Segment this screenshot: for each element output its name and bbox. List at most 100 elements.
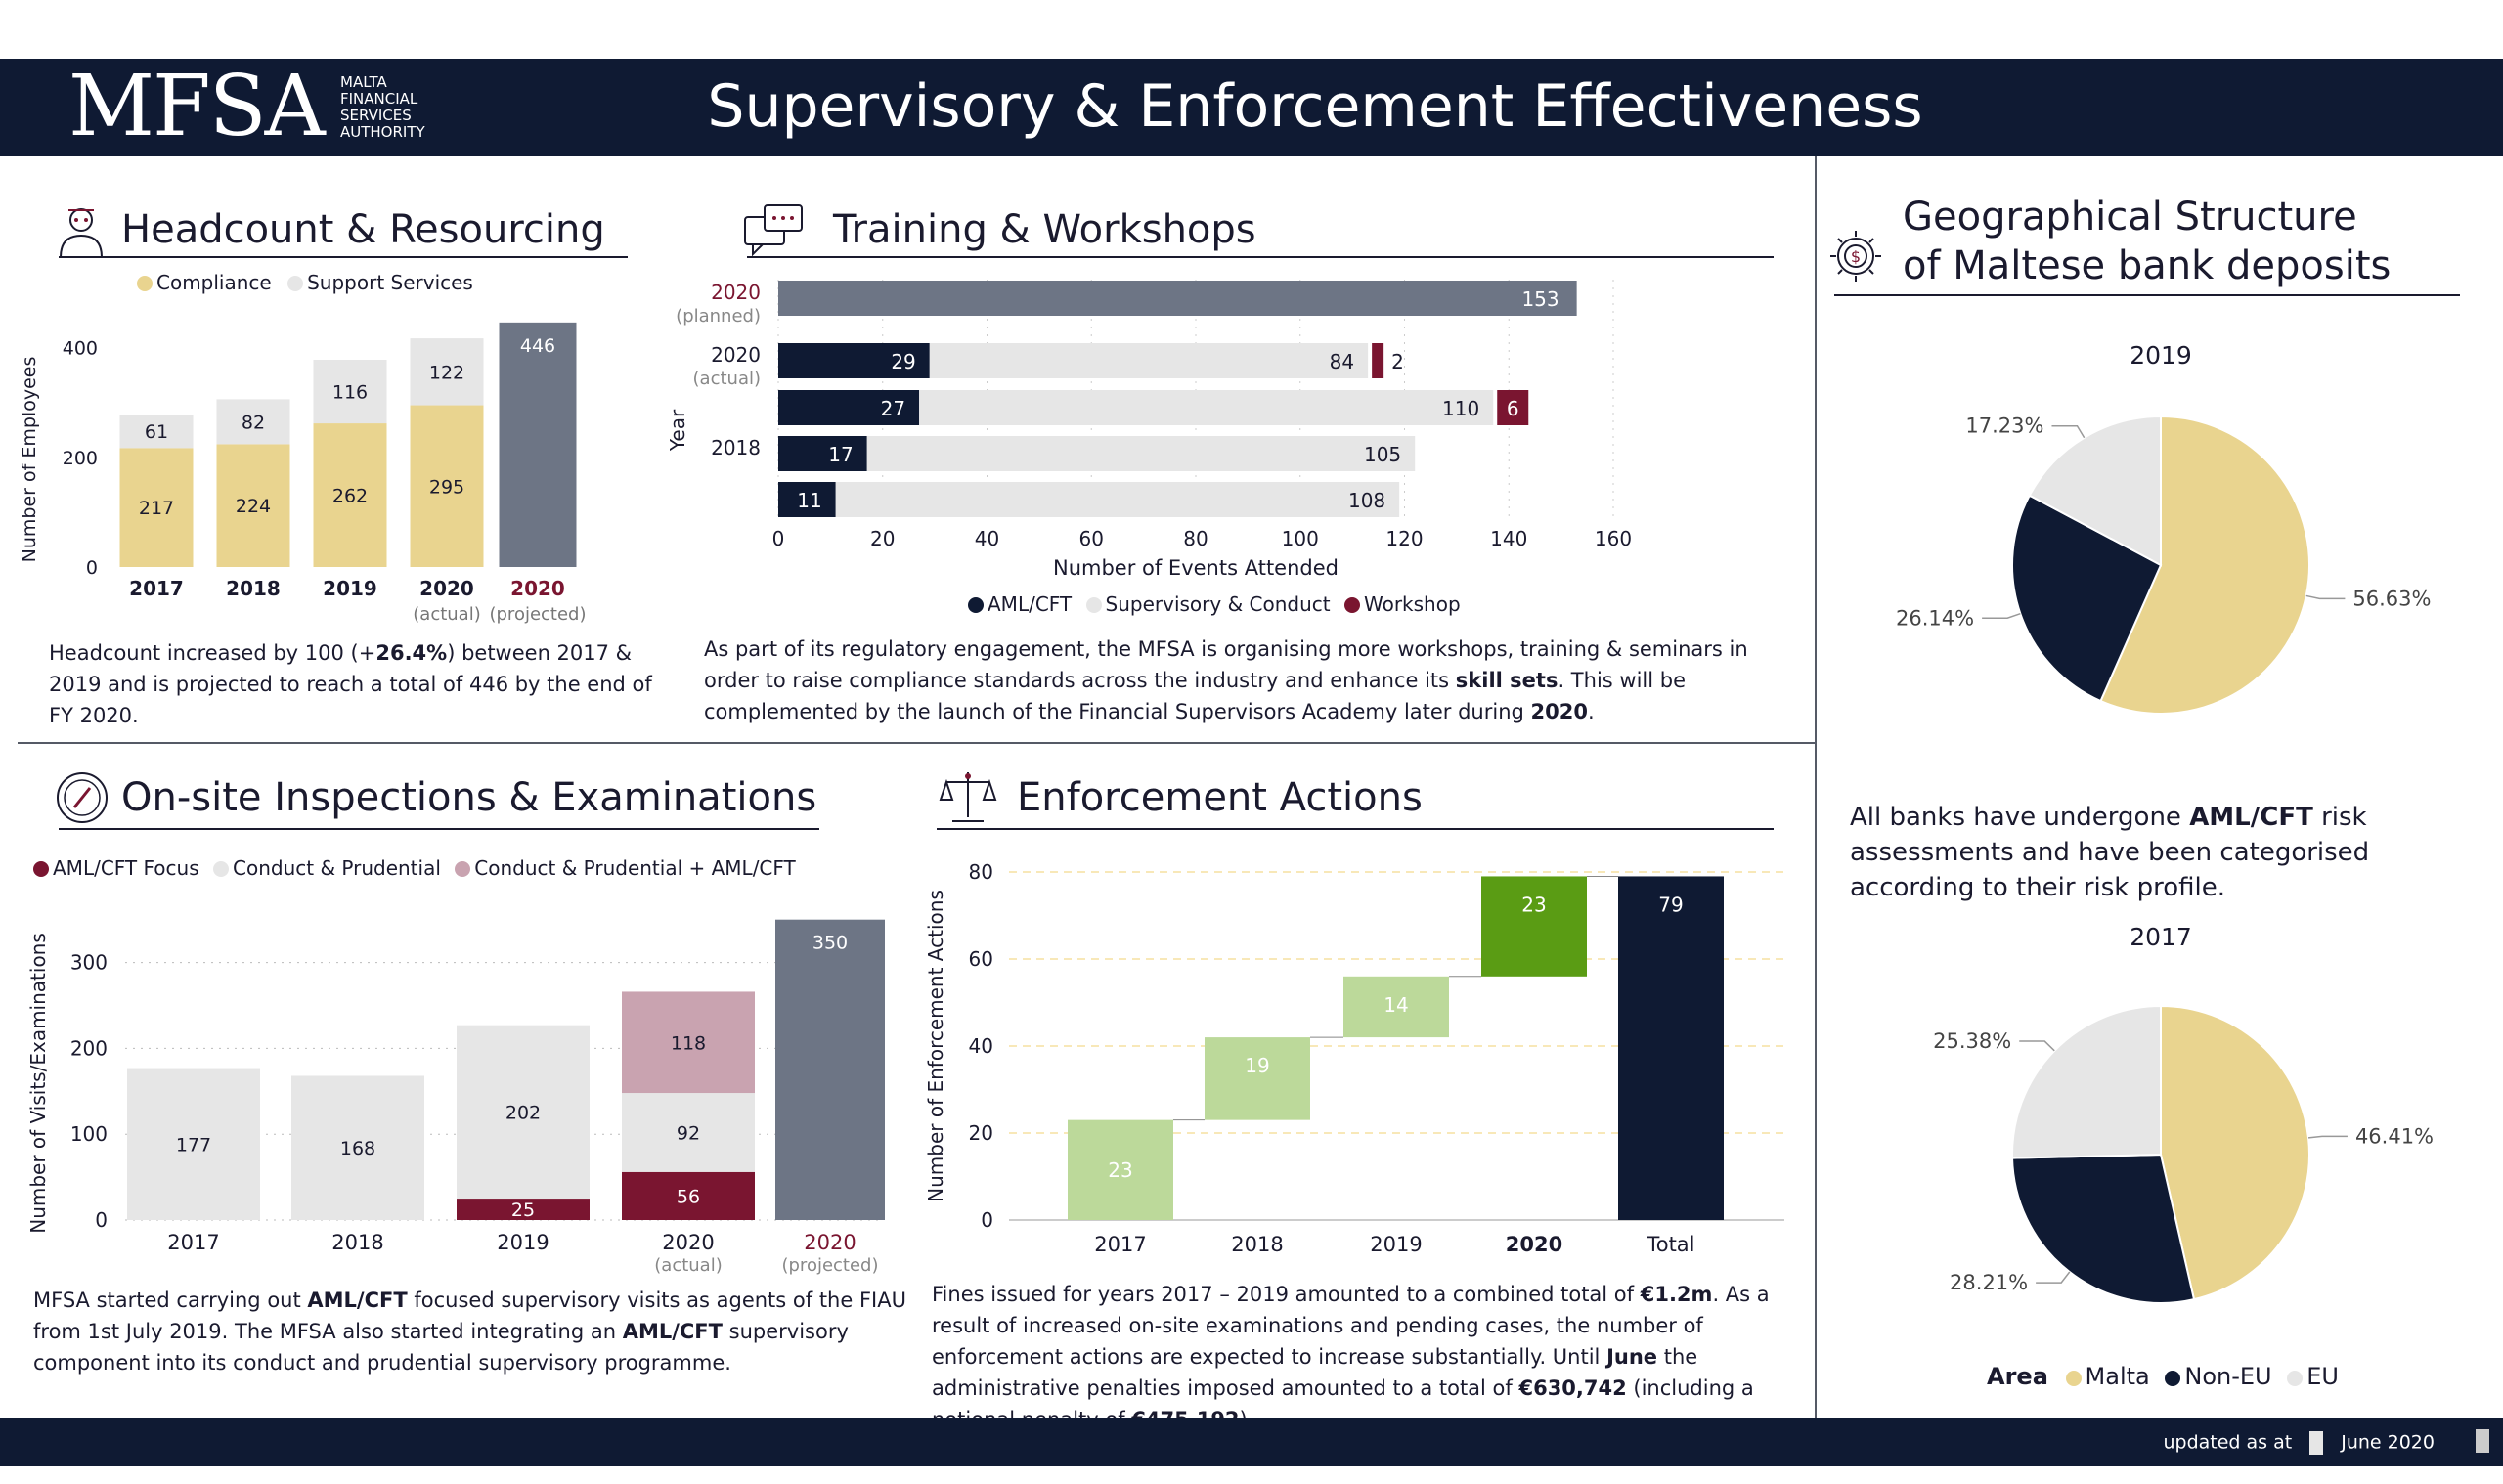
conduct-amlcft-dot — [455, 861, 471, 877]
non-eu-dot — [2165, 1371, 2181, 1386]
data-label: 122 — [429, 362, 464, 383]
legend-conduct: Conduct & Prudential — [233, 856, 441, 880]
data-label: 27 — [881, 397, 905, 420]
bar-conduct — [622, 1093, 755, 1172]
pie-slice-malta — [2099, 415, 2310, 715]
data-label: 25 — [511, 1200, 535, 1221]
bar-workshop — [1497, 390, 1529, 425]
x-tick-label: 2018 — [226, 577, 281, 600]
data-label: 61 — [145, 421, 168, 443]
data-label: 110 — [1442, 397, 1479, 420]
leader-line — [2019, 1040, 2055, 1052]
bar-projected — [775, 919, 885, 1220]
data-label: 29 — [891, 350, 915, 373]
bar-projected — [499, 322, 577, 567]
legend-support: Support Services — [307, 271, 473, 294]
bar-amlcft — [778, 436, 867, 471]
y-tick-label: 2020 — [711, 281, 761, 304]
y-tick-label: 400 — [63, 338, 98, 360]
enforcement-title: Enforcement Actions — [1017, 775, 1423, 820]
pie-value-label: 25.38% — [1933, 1029, 2011, 1053]
headcount-text: Headcount increased by 100 (+26.4%) betw… — [49, 641, 652, 727]
y-tick-label: 0 — [86, 557, 98, 579]
page-title: Supervisory & Enforcement Effectiveness — [707, 72, 1923, 141]
inspections-chart: Number of Visits/Examinations 0 100 200 300 1… — [26, 919, 885, 1276]
bar-increment — [1343, 976, 1449, 1038]
x-tick-label: 2020 — [1506, 1233, 1562, 1256]
footer-bar — [0, 1418, 2503, 1466]
data-label: 84 — [1330, 350, 1354, 373]
pie-chart-2019: 2019 56.63% 26.14% 17.23% — [1896, 341, 2431, 715]
bar-increment — [1068, 1119, 1173, 1220]
compliance-dot — [137, 276, 153, 291]
pie-value-label: 46.41% — [2355, 1124, 2434, 1148]
y-axis-label: Year — [666, 409, 689, 452]
y-axis-label: Number of Enforcement Actions — [924, 890, 947, 1202]
data-label: 350 — [812, 933, 848, 954]
person-icon — [59, 208, 104, 258]
leader-line — [2307, 1135, 2348, 1139]
bar-amlcft-focus — [622, 1171, 755, 1220]
scales-icon — [939, 772, 997, 822]
amlcft-focus-dot — [33, 861, 49, 877]
bar-conduct — [291, 1075, 424, 1220]
data-label: 14 — [1383, 993, 1408, 1017]
data-label: 262 — [332, 486, 368, 507]
pie-slice-eu — [2011, 1004, 2162, 1159]
footer-updated: updated as at June 2020 — [2163, 1431, 2435, 1455]
pie-value-label: 17.23% — [1965, 415, 2043, 438]
x-tick-label: 2020 — [662, 1231, 714, 1254]
legend-compliance: Compliance — [156, 271, 272, 294]
header-bar — [0, 59, 2503, 156]
x-tick-note: (actual) — [413, 604, 480, 625]
pie-slice-non-eu — [2011, 1153, 2196, 1304]
pie-chart-2017: 2017 46.41% 28.21% 25.38% — [1933, 923, 2434, 1304]
headcount-chart: Number of Employees 0 200 400 217 61 2017 224 82… — [19, 322, 587, 625]
amlcft-dot — [968, 597, 984, 613]
y-tick-label: 0 — [95, 1208, 108, 1232]
inspections-title-rule — [59, 828, 819, 830]
x-tick-label: 160 — [1595, 527, 1632, 550]
data-label: 11 — [797, 489, 821, 512]
data-label: 224 — [236, 496, 271, 517]
x-tick-label: 2018 — [331, 1231, 383, 1254]
bar-increment — [1205, 1037, 1310, 1120]
headcount-title: Headcount & Resourcing — [121, 207, 605, 252]
horizontal-divider — [18, 742, 1815, 744]
bar-compliance — [410, 405, 484, 567]
x-tick-label: 2019 — [323, 577, 377, 600]
enforcement-text: Fines issued for years 2017 – 2019 amoun… — [932, 1283, 1770, 1431]
y-tick-label: 60 — [969, 947, 993, 971]
leader-line — [2305, 594, 2346, 600]
chat-bubbles-icon — [744, 204, 803, 257]
data-label: 108 — [1348, 489, 1385, 512]
legend-amlcft: AML/CFT — [988, 592, 1073, 616]
pie-title: 2017 — [2130, 923, 2192, 951]
geo-title: Geographical Structure of Maltese bank d… — [1903, 193, 2391, 290]
mfsa-logo: MFSA — [68, 58, 326, 155]
x-tick-label: 100 — [1282, 527, 1319, 550]
data-label: 82 — [242, 412, 265, 433]
bar-amlcft — [778, 390, 920, 425]
workshop-dot — [1343, 597, 1360, 613]
pie-slice-eu — [2028, 415, 2162, 567]
y-tick-label: 2018 — [711, 436, 761, 459]
data-label: 202 — [505, 1102, 541, 1123]
bar-support — [410, 338, 484, 406]
y-tick-note: (planned) — [676, 306, 761, 327]
data-label: 2 — [1391, 350, 1404, 373]
y-tick-note: (actual) — [693, 369, 761, 389]
legend-workshop: Workshop — [1363, 592, 1461, 616]
x-tick-note: (actual) — [654, 1255, 722, 1276]
leader-line — [1982, 612, 2021, 620]
bar-conduct-amlcft — [622, 991, 755, 1094]
data-label: 105 — [1364, 443, 1401, 466]
leader-line — [2051, 424, 2086, 439]
data-label: 116 — [332, 382, 368, 404]
bar-supervisory — [929, 343, 1369, 378]
data-label: 23 — [1108, 1158, 1132, 1182]
training-title: Training & Workshops — [833, 207, 1256, 252]
inspections-text: MFSA started carrying out AML/CFT focuse… — [33, 1288, 906, 1375]
x-tick-label: 0 — [772, 527, 785, 550]
data-label: 92 — [677, 1122, 700, 1144]
